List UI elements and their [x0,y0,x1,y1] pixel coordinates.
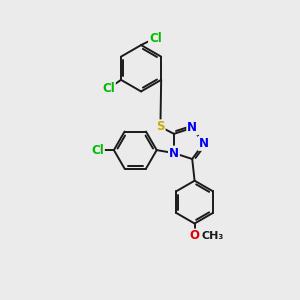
Text: Cl: Cl [91,144,104,157]
Text: N: N [169,147,179,160]
Text: N: N [199,137,208,150]
Text: N: N [187,122,197,134]
Text: Cl: Cl [149,32,162,45]
Text: S: S [156,120,165,133]
Text: O: O [190,230,200,242]
Text: Cl: Cl [102,82,115,95]
Text: CH₃: CH₃ [201,231,224,241]
